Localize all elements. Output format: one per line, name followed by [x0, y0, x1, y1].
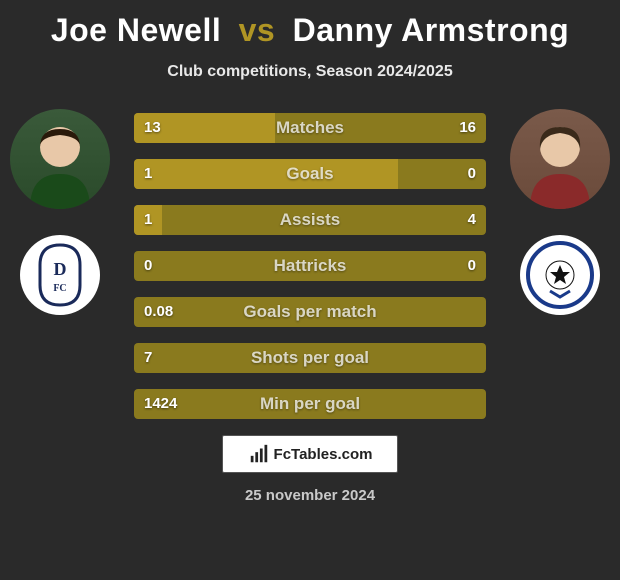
stat-value-right: 16	[449, 113, 486, 143]
svg-text:D: D	[54, 259, 67, 279]
stat-value-left: 13	[134, 113, 171, 143]
title-vs: vs	[239, 12, 276, 48]
watermark-text: FcTables.com	[274, 446, 373, 463]
stat-value-left: 0	[134, 251, 162, 281]
stat-row: 1316Matches	[134, 113, 486, 143]
page-title: Joe Newell vs Danny Armstrong	[0, 0, 620, 49]
date: 25 november 2024	[0, 487, 620, 504]
comparison-panel: D FC 1316Matches10Goals14Assists00Hattri…	[0, 113, 620, 419]
stat-fill-left	[134, 159, 398, 189]
stat-value-left: 1	[134, 159, 162, 189]
subtitle: Club competitions, Season 2024/2025	[0, 63, 620, 81]
player1-avatar	[10, 109, 110, 209]
stat-row: 0.08Goals per match	[134, 297, 486, 327]
stat-label: Hattricks	[134, 251, 486, 281]
stat-bars: 1316Matches10Goals14Assists00Hattricks0.…	[134, 113, 486, 419]
svg-text:FC: FC	[53, 283, 66, 294]
chart-icon	[248, 443, 270, 465]
person-icon	[10, 109, 110, 209]
stat-value-left: 7	[134, 343, 162, 373]
stat-value-right: 4	[458, 205, 486, 235]
stat-row: 7Shots per goal	[134, 343, 486, 373]
stat-row: 0 0Hattricks	[134, 251, 486, 281]
watermark: FcTables.com	[222, 435, 398, 473]
stat-value-right: 0	[458, 159, 486, 189]
person-icon	[510, 109, 610, 209]
player2-club-crest	[520, 235, 600, 315]
player2-avatar	[510, 109, 610, 209]
stat-value-right: 0	[458, 251, 486, 281]
stat-label: Shots per goal	[134, 343, 486, 373]
stat-row: 10Goals	[134, 159, 486, 189]
club-crest-icon	[520, 235, 600, 315]
stat-value-left: 1424	[134, 389, 187, 419]
title-player1: Joe Newell	[51, 12, 221, 48]
stat-label: Goals per match	[134, 297, 486, 327]
stat-row: 1 4Assists	[134, 205, 486, 235]
stat-label: Assists	[134, 205, 486, 235]
club-crest-icon: D FC	[20, 235, 100, 315]
player1-club-crest: D FC	[20, 235, 100, 315]
stat-row: 1424Min per goal	[134, 389, 486, 419]
title-player2: Danny Armstrong	[293, 12, 570, 48]
stat-value-left: 0.08	[134, 297, 183, 327]
stat-value-left: 1	[134, 205, 162, 235]
